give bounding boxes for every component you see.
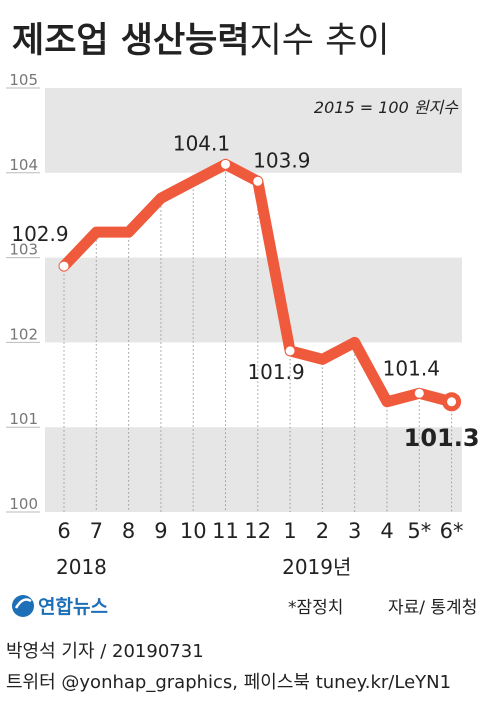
data-point-5 [221,159,230,169]
x-tick-5: 11 [212,519,239,543]
source: 자료/ 통계청 [388,598,477,618]
data-label-5: 104.1 [173,131,230,155]
x-tick-8: 2 [316,519,329,543]
data-point-0 [59,261,69,271]
chart-title-light: 지수 추이 [250,21,390,61]
x-tick-10: 4 [380,519,393,543]
y-tick-label-102: 102 [9,325,38,343]
year-labels: 2018 2019년 [56,555,351,579]
y-axis: 100 101 102 103 104 105 [6,71,40,513]
data-label-12: 101.3 [404,424,480,452]
x-axis: 6 7 8 9 10 11 12 1 2 3 4 5* 6* [57,519,463,543]
x-tick-3: 9 [154,519,167,543]
year-label-2018: 2018 [56,555,107,579]
x-tick-4: 10 [180,519,207,543]
chart-title: 제조업 생산능력지수 추이 [12,21,390,61]
y-tick-label-104: 104 [9,156,38,174]
data-point-7 [285,346,295,356]
vertical-gridlines [63,164,453,512]
data-point-6 [253,176,263,186]
y-tick-label-100: 100 [9,495,38,513]
data-labels: 102.9 104.1 103.9 101.9 101.4 101.3 [11,131,479,451]
y-tick-label-105: 105 [9,71,38,89]
x-tick-2: 8 [122,519,135,543]
x-tick-6: 12 [244,519,271,543]
band-102 [45,257,462,343]
x-tick-9: 3 [348,519,361,543]
logo-text: 연합뉴스 [38,596,108,618]
social: 트위터 @yonhap_graphics, 페이스북 tuney.kr/LeYN… [6,672,451,693]
x-tick-7: 1 [283,519,296,543]
year-label-2019년: 2019년 [282,555,351,579]
data-point-11 [414,388,424,398]
plot-bands [45,88,462,512]
data-point-12 [442,392,462,412]
credit: 박영석 기자 / 20190731 [6,641,204,662]
data-label-6: 103.9 [253,148,310,172]
band-100 [45,427,462,512]
data-label-0: 102.9 [11,222,68,246]
data-label-11: 101.4 [383,356,440,380]
x-tick-1: 7 [90,519,103,543]
footnote: *잠정치 [288,598,343,618]
y-tick-label-103: 103 [9,241,38,259]
logo-icon [12,595,34,617]
chart-title-bold: 제조업 생산능력 [12,21,250,61]
band-104 [45,88,462,173]
yonhap-logo: 연합뉴스 [12,595,108,618]
x-tick-12: 6* [440,519,464,543]
data-label-7: 101.9 [247,360,304,384]
index-base-annotation: 2015 = 100 원지수 [314,98,459,117]
y-tick-label-101: 101 [9,410,38,428]
x-tick-11: 5* [407,519,431,543]
logo-swoosh [14,598,32,609]
series-points [59,159,462,412]
x-tick-0: 6 [57,519,70,543]
